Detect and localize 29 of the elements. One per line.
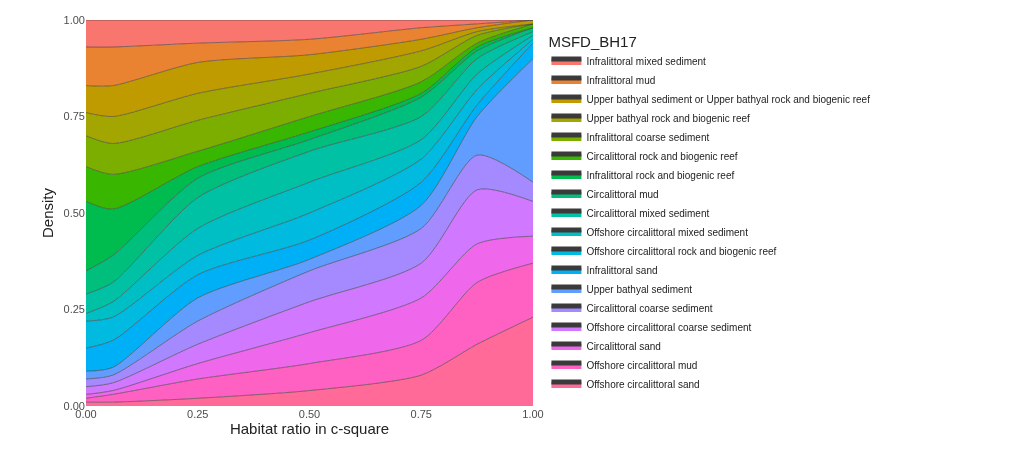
x-tick-label: 0.50 (298, 408, 321, 420)
legend-label: Circalittoral mixed sediment (586, 207, 710, 219)
x-tick-label: 0.25 (187, 408, 209, 420)
legend-label: Offshore circalittoral coarse sediment (586, 321, 752, 333)
legend-title: MSFD_BH17 (548, 32, 637, 50)
legend-label: Offshore circalittoral mixed sediment (586, 226, 749, 238)
legend-label: Offshore circalittoral rock and biogenic reef (586, 245, 777, 257)
x-tick-label: 1.00 (522, 408, 544, 420)
legend-label: Infralittoral sand (586, 264, 658, 276)
legend-label: Infralittoral coarse sediment (586, 131, 710, 143)
legend-label: Upper bathyal sediment (586, 283, 693, 295)
y-tick-label: 1.00 (63, 13, 85, 26)
legend-label: Infralittoral mixed sediment (586, 55, 707, 67)
legend-label: Circalittoral sand (586, 340, 661, 352)
x-tick-label: 0.75 (410, 408, 432, 420)
y-tick-label: 0.50 (63, 206, 85, 219)
x-axis-title: Habitat ratio in c-square (229, 420, 390, 437)
legend-label: Infralittoral mud (586, 74, 656, 86)
legend-label: Offshore circalittoral mud (586, 359, 698, 371)
legend-label: Upper bathyal rock and biogenic reef (586, 112, 751, 124)
legend-label: Offshore circalittoral sand (586, 378, 700, 390)
legend-label: Circalittoral coarse sediment (586, 302, 713, 314)
y-tick-label: 0.25 (63, 303, 85, 316)
legend-label: Circalittoral rock and biogenic reef (586, 150, 738, 162)
legend-label: Upper bathyal sediment or Upper bathyal rock and biogenic reef (586, 93, 871, 105)
legend-label: Infralittoral rock and biogenic reef (586, 169, 735, 181)
legend-label: Circalittoral mud (586, 188, 659, 200)
y-axis-title: Density (38, 187, 56, 239)
y-tick-label: 0.75 (63, 110, 85, 123)
